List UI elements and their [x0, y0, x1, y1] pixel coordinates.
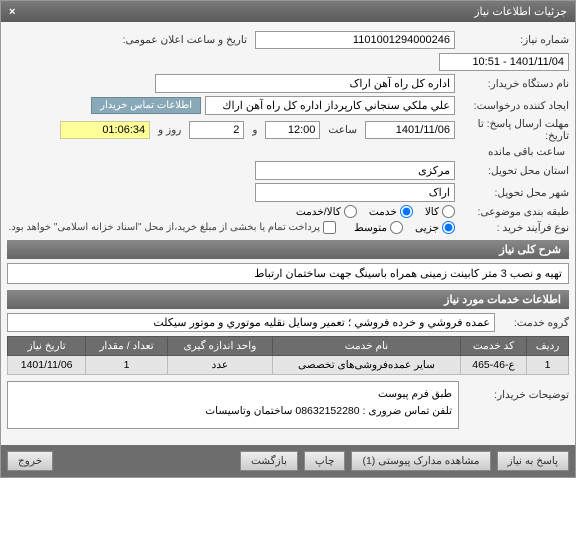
- close-icon[interactable]: ×: [9, 6, 15, 18]
- th-row: ردیف: [527, 337, 569, 356]
- cat-service-label: خدمت: [369, 206, 397, 218]
- deadline-label: مهلت ارسال پاسخ: تا تاریخ:: [459, 118, 569, 142]
- th-unit: واحد اندازه گیری: [167, 337, 272, 356]
- svc-group-field: عمده فروشي و خرده فروشي ؛ تعمير وسايل نق…: [7, 313, 495, 332]
- need-no-field: 1101001294000246: [255, 31, 455, 49]
- requester-field: علي ملكي سنجاني كارپرداز اداره كل راه آه…: [205, 96, 455, 115]
- window-title: جزئیات اطلاعات نیاز: [474, 5, 567, 18]
- table-header-row: ردیف کد خدمت نام خدمت واحد اندازه گیری ت…: [8, 337, 569, 356]
- table-row: 1 ع-46-465 سایر عمده‌فروشی‌های تخصصی عدد…: [8, 356, 569, 375]
- treasury-checkbox[interactable]: [323, 221, 336, 234]
- ptype-minor-input[interactable]: [442, 221, 455, 234]
- reply-button[interactable]: پاسخ به نیاز: [497, 451, 569, 471]
- desc-box: تهیه و نصب 3 متر کابینت زمینی همراه باسی…: [7, 263, 569, 284]
- cat-service-radio[interactable]: خدمت: [369, 205, 413, 218]
- requester-label: ایجاد کننده درخواست:: [459, 100, 569, 112]
- deadline-time-field: 12:00: [265, 121, 320, 139]
- cat-goods-radio[interactable]: کالا: [425, 205, 455, 218]
- ptype-radios: جزیی متوسط: [354, 221, 455, 234]
- treasury-note-check[interactable]: پرداخت تمام یا بخشی از مبلغ خرید،از محل …: [8, 221, 336, 234]
- buyer-org-field: اداره کل راه آهن اراک: [155, 74, 455, 93]
- remarks-line1: طبق فرم پیوست: [14, 386, 452, 403]
- td-name: سایر عمده‌فروشی‌های تخصصی: [273, 356, 461, 375]
- cat-goods-input[interactable]: [442, 205, 455, 218]
- time-label-1: ساعت: [324, 124, 361, 136]
- back-button[interactable]: بازگشت: [240, 451, 298, 471]
- need-no-label: شماره نیاز:: [459, 34, 569, 46]
- svc-header: اطلاعات خدمات مورد نیاز: [7, 290, 569, 309]
- cat-service-input[interactable]: [400, 205, 413, 218]
- timer-field: 01:06:34: [60, 121, 150, 139]
- td-row: 1: [527, 356, 569, 375]
- days-left-field: 2: [189, 121, 244, 139]
- announce-dt-field: 1401/11/04 - 10:51: [439, 53, 569, 71]
- th-name: نام خدمت: [273, 337, 461, 356]
- content: شماره نیاز: 1101001294000246 تاریخ و ساع…: [1, 22, 575, 435]
- city-label: شهر محل تحویل:: [459, 187, 569, 199]
- deadline-date-field: 1401/11/06: [365, 121, 455, 139]
- desc-header: شرح کلی نیاز: [7, 240, 569, 259]
- province-field: مرکزی: [255, 161, 455, 180]
- day-label: روز و: [154, 124, 185, 136]
- announce-dt-label: تاریخ و ساعت اعلان عمومی:: [119, 34, 251, 46]
- remarks-box: طبق فرم پیوست تلفن تماس ضروری : 08632152…: [7, 381, 459, 429]
- ptype-minor-radio[interactable]: جزیی: [415, 221, 455, 234]
- remarks-label: توضیحات خریدار:: [459, 381, 569, 429]
- cat-goods-label: کالا: [425, 206, 439, 218]
- td-unit: عدد: [167, 356, 272, 375]
- td-code: ع-46-465: [460, 356, 526, 375]
- remarks-line2: تلفن تماس ضروری : 08632152280 ساختمان وت…: [14, 403, 452, 420]
- ptype-medium-label: متوسط: [354, 222, 387, 234]
- treasury-note-text: پرداخت تمام یا بخشی از مبلغ خرید،از محل …: [8, 222, 320, 233]
- window: جزئیات اطلاعات نیاز × شماره نیاز: 110100…: [0, 0, 576, 478]
- services-table: ردیف کد خدمت نام خدمت واحد اندازه گیری ت…: [7, 336, 569, 375]
- buyer-org-label: نام دستگاه خریدار:: [459, 78, 569, 90]
- ptype-medium-radio[interactable]: متوسط: [354, 221, 403, 234]
- th-date: تاریخ نیاز: [8, 337, 86, 356]
- attachments-button[interactable]: مشاهده مدارک پیوستی (1): [351, 451, 490, 471]
- ptype-label: نوع فرآیند خرید :: [459, 222, 569, 234]
- titlebar: جزئیات اطلاعات نیاز ×: [1, 1, 575, 22]
- footer: پاسخ به نیاز مشاهده مدارک پیوستی (1) چاپ…: [1, 445, 575, 477]
- ptype-medium-input[interactable]: [390, 221, 403, 234]
- city-field: اراک: [255, 183, 455, 202]
- cat-both-input[interactable]: [344, 205, 357, 218]
- th-code: کد خدمت: [460, 337, 526, 356]
- print-button[interactable]: چاپ: [304, 451, 346, 471]
- contact-info-button[interactable]: اطلاعات تماس خریدار: [91, 97, 201, 114]
- cat-both-label: کالا/خدمت: [296, 206, 341, 218]
- cat-both-radio[interactable]: کالا/خدمت: [296, 205, 357, 218]
- svc-group-label: گروه خدمت:: [499, 317, 569, 329]
- and-label: و: [248, 124, 261, 136]
- category-label: طبقه بندی موضوعی:: [459, 206, 569, 218]
- province-label: استان محل تحویل:: [459, 165, 569, 177]
- remain-label: ساعت باقی مانده: [484, 146, 569, 158]
- exit-button[interactable]: خروج: [7, 451, 53, 471]
- th-qty: تعداد / مقدار: [86, 337, 167, 356]
- ptype-minor-label: جزیی: [415, 222, 439, 234]
- td-qty: 1: [86, 356, 167, 375]
- td-date: 1401/11/06: [8, 356, 86, 375]
- remarks-row: توضیحات خریدار: طبق فرم پیوست تلفن تماس …: [7, 381, 569, 429]
- category-radios: کالا خدمت کالا/خدمت: [296, 205, 455, 218]
